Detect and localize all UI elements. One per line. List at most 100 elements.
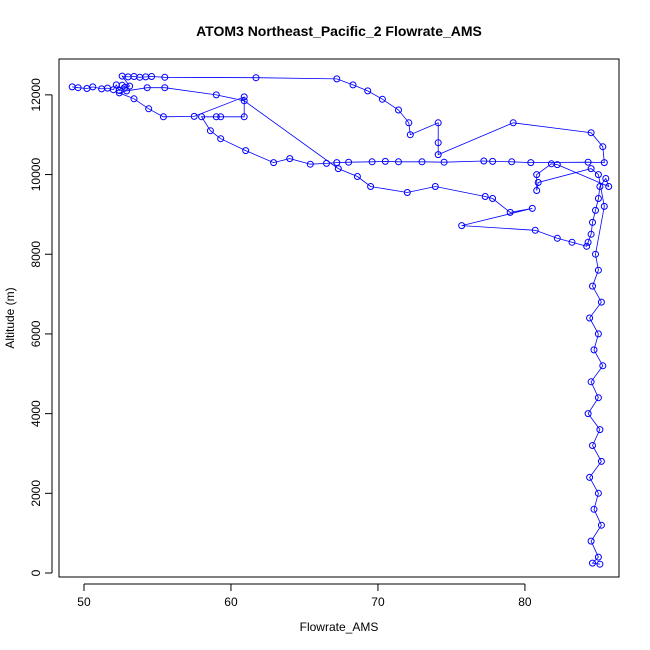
- data-point: [480, 157, 488, 165]
- data-point: [587, 129, 595, 137]
- y-tick-label: 0: [29, 569, 43, 576]
- y-tick-label: 12000: [29, 78, 43, 112]
- y-tick-label: 8000: [29, 241, 43, 268]
- data-point: [584, 158, 592, 166]
- data-point: [206, 127, 214, 135]
- data-point: [489, 195, 497, 202]
- data-point: [306, 160, 314, 168]
- data-point: [594, 266, 602, 274]
- plot-frame: [58, 58, 620, 578]
- data-point: [115, 87, 123, 94]
- data-point: [440, 158, 448, 166]
- data-point: [584, 238, 592, 246]
- data-point: [508, 158, 516, 166]
- data-point: [594, 330, 602, 338]
- data-point: [553, 234, 561, 242]
- data-point: [378, 95, 386, 103]
- data-point: [599, 362, 607, 370]
- data-point: [143, 84, 151, 92]
- x-tick-label: 60: [224, 595, 238, 609]
- data-point: [594, 195, 602, 202]
- y-tick-label: 6000: [29, 320, 43, 347]
- data-point: [590, 346, 598, 354]
- data-point: [148, 73, 156, 80]
- data-point: [286, 155, 294, 163]
- data-point: [586, 314, 594, 322]
- data-point: [368, 158, 376, 166]
- data-point: [594, 171, 602, 179]
- data-point: [242, 147, 250, 155]
- y-tick-label: 2000: [29, 480, 43, 507]
- data-point: [418, 158, 426, 166]
- data-point: [252, 74, 260, 82]
- data-point: [431, 183, 439, 190]
- data-point: [587, 378, 595, 386]
- data-point: [458, 222, 466, 230]
- data-point: [395, 106, 402, 114]
- chart-title: ATOM3 Northeast_Pacific_2 Flowrate_AMS: [196, 23, 482, 39]
- y-axis-label: Altitude (m): [3, 287, 17, 348]
- data-point: [406, 131, 414, 139]
- data-point: [395, 158, 402, 166]
- data-point: [381, 157, 389, 165]
- data-point: [323, 159, 330, 167]
- data-point: [528, 204, 536, 212]
- data-point: [367, 183, 375, 190]
- data-point: [240, 93, 248, 101]
- data-point: [190, 112, 198, 120]
- data-point: [489, 157, 497, 165]
- data-point: [145, 105, 153, 113]
- data-point: [600, 202, 608, 210]
- data-point: [161, 84, 169, 92]
- data-point: [527, 159, 535, 167]
- data-point: [240, 113, 248, 121]
- y-tick-label: 10000: [29, 158, 43, 192]
- data-point: [481, 193, 489, 200]
- data-point: [364, 87, 372, 95]
- data-point: [531, 226, 539, 234]
- data-point: [506, 208, 514, 216]
- data-point: [602, 175, 610, 182]
- data-point: [123, 87, 131, 95]
- data-point: [349, 81, 357, 89]
- data-point: [212, 91, 220, 99]
- data-point: [590, 505, 598, 513]
- data-point: [597, 457, 605, 465]
- x-tick-label: 50: [77, 595, 91, 609]
- data-point: [270, 159, 278, 167]
- data-point: [568, 238, 576, 246]
- data-point: [161, 73, 169, 81]
- data-point: [592, 250, 599, 258]
- data-point: [547, 160, 555, 168]
- data-point: [597, 298, 605, 306]
- data-point: [586, 473, 594, 481]
- x-tick-label: 70: [371, 595, 385, 609]
- x-tick-label: 80: [518, 595, 532, 609]
- data-point: [240, 97, 248, 105]
- data-point: [74, 84, 82, 92]
- data-point: [434, 119, 442, 127]
- data-point: [345, 158, 353, 166]
- data-point: [217, 113, 225, 121]
- data-point: [509, 119, 517, 127]
- data-point: [592, 206, 599, 214]
- data-point: [583, 242, 591, 250]
- data-point: [405, 119, 413, 127]
- data-point: [403, 189, 411, 196]
- data-point: [533, 171, 541, 179]
- data-point: [596, 426, 604, 434]
- data-point: [587, 165, 595, 173]
- data-point: [599, 143, 607, 151]
- data-point: [600, 159, 608, 167]
- y-tick-label: 4000: [29, 400, 43, 427]
- data-point: [434, 139, 442, 147]
- data-point: [584, 410, 592, 418]
- data-point: [212, 113, 220, 121]
- data-point: [597, 521, 605, 529]
- data-point: [594, 553, 602, 561]
- data-point: [589, 282, 596, 290]
- data-point: [596, 183, 604, 190]
- data-point: [89, 83, 97, 91]
